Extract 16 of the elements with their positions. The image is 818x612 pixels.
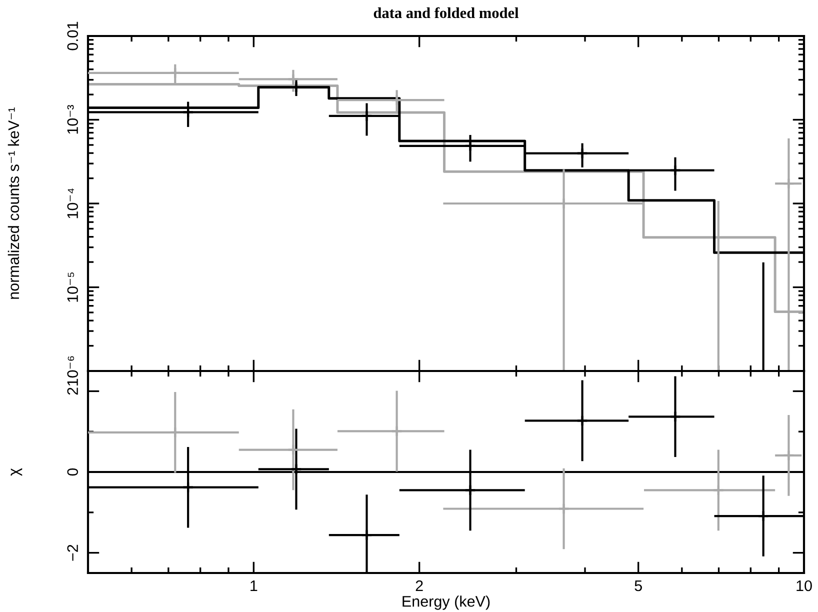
x-tick-label: 10 — [796, 580, 812, 592]
y-tick-label: −2 — [67, 544, 78, 561]
x-tick-label: 1 — [250, 580, 258, 592]
y-axis-title: χ — [10, 468, 22, 476]
y-tick-label: 10⁻³ — [67, 104, 78, 134]
y-axis-title: normalized counts s⁻¹ keV⁻¹ — [8, 107, 20, 299]
y-tick-label: 2 — [67, 388, 78, 395]
y-tick-label: 0 — [67, 468, 78, 476]
y-tick-label: 10⁻⁴ — [67, 188, 78, 218]
chart-title: data and folded model — [374, 7, 519, 18]
x-tick-label: 5 — [634, 580, 642, 592]
y-tick-label: 0.01 — [67, 22, 78, 50]
y-tick-label: 10⁻⁵ — [67, 272, 78, 302]
y-tick-label: 10⁻⁶ — [67, 356, 78, 386]
x-tick-label: 2 — [416, 580, 423, 592]
x-axis-title: Energy (keV) — [402, 596, 490, 610]
